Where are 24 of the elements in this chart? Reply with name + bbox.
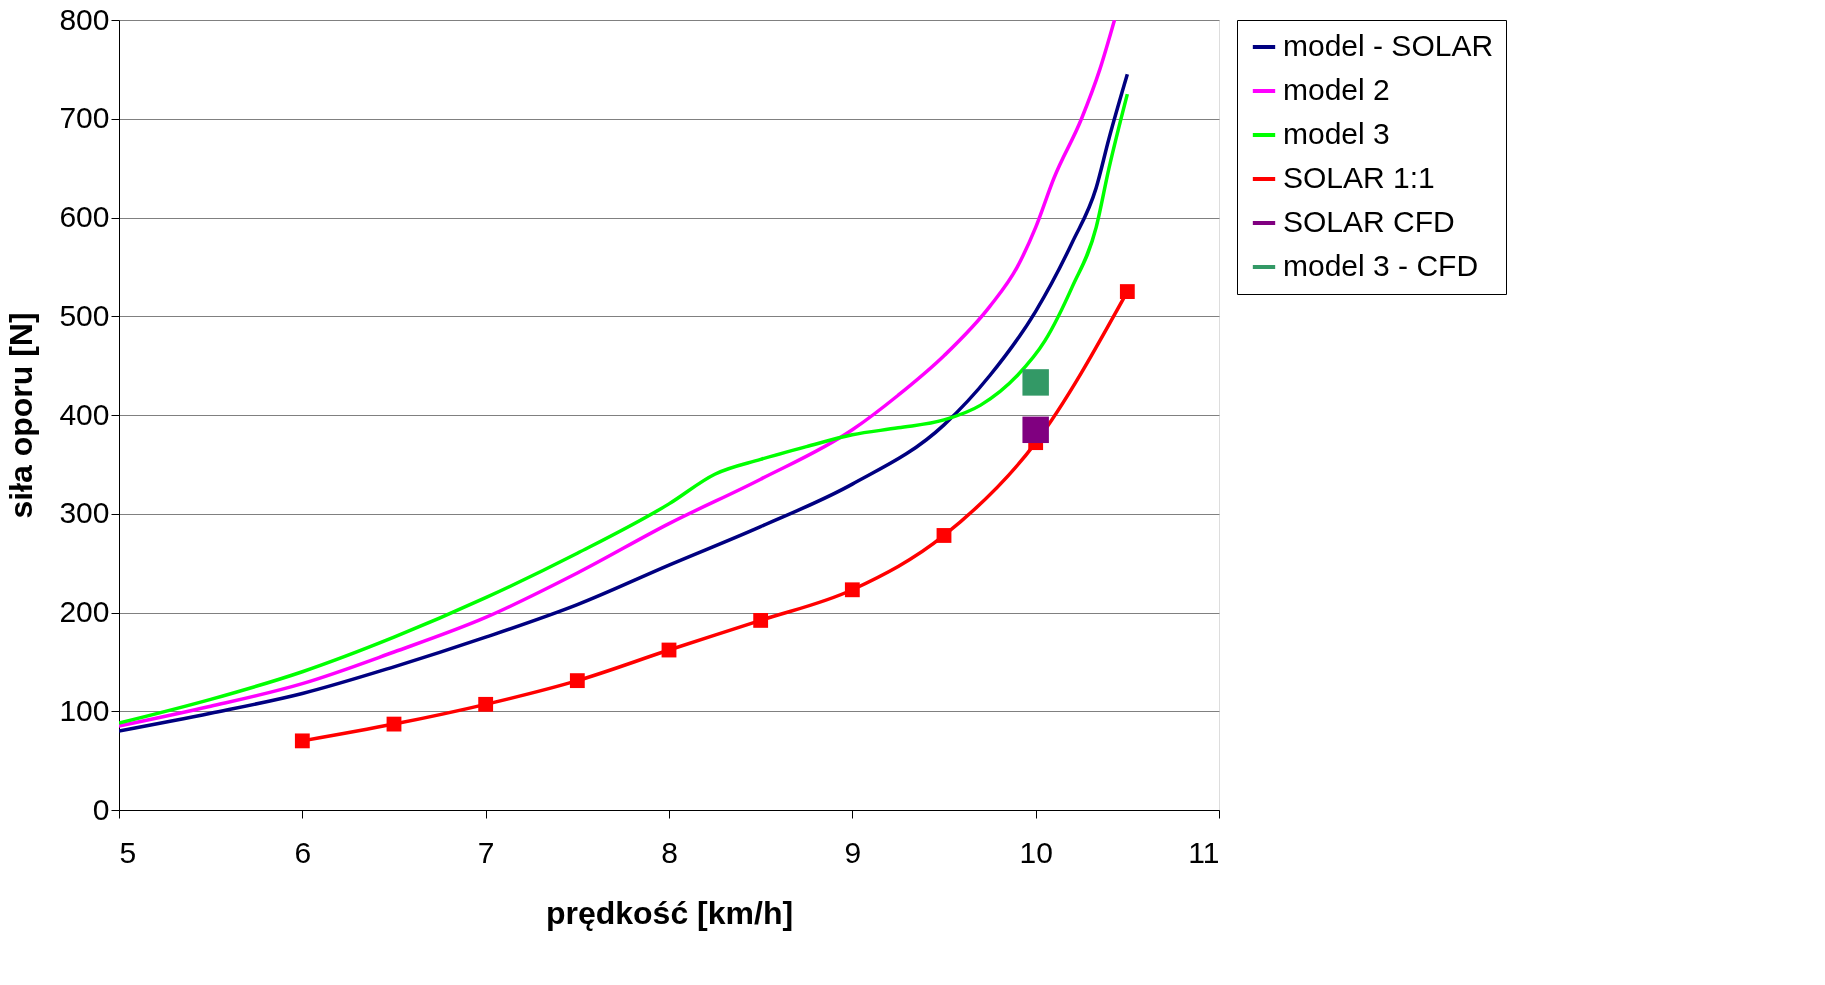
legend-label: model 3	[1283, 117, 1390, 150]
y-tick-label: 600	[59, 200, 110, 233]
x-tick-label: 5	[119, 835, 137, 869]
x-tick-label: 8	[661, 835, 678, 869]
y-tick-label: 500	[59, 298, 110, 332]
legend-label: model - SOLAR	[1283, 29, 1494, 62]
x-axis-title: prędkość [km/h]	[545, 894, 794, 931]
x-tick-label: 10	[1019, 835, 1053, 869]
legend-label: SOLAR CFD	[1283, 205, 1455, 238]
x-tick-label: 9	[844, 835, 862, 869]
y-tick-label: 200	[59, 595, 110, 628]
y-axis-title: siła oporu [N]	[3, 312, 40, 519]
y-tick-label: 700	[59, 101, 110, 135]
y-tick-label: 0	[92, 792, 110, 826]
x-tick-label: 11	[1188, 835, 1220, 869]
y-tick-label: 800	[59, 2, 110, 36]
legend-label: model 2	[1283, 73, 1390, 106]
y-tick-label: 400	[59, 397, 110, 431]
y-tick-label: 300	[59, 496, 110, 530]
legend-label: model 3 - CFD	[1283, 249, 1479, 282]
y-tick-label: 100	[59, 693, 110, 727]
legend-label: SOLAR 1:1	[1283, 161, 1435, 194]
x-tick-label: 6	[294, 835, 312, 869]
x-tick-label: 7	[477, 835, 495, 869]
